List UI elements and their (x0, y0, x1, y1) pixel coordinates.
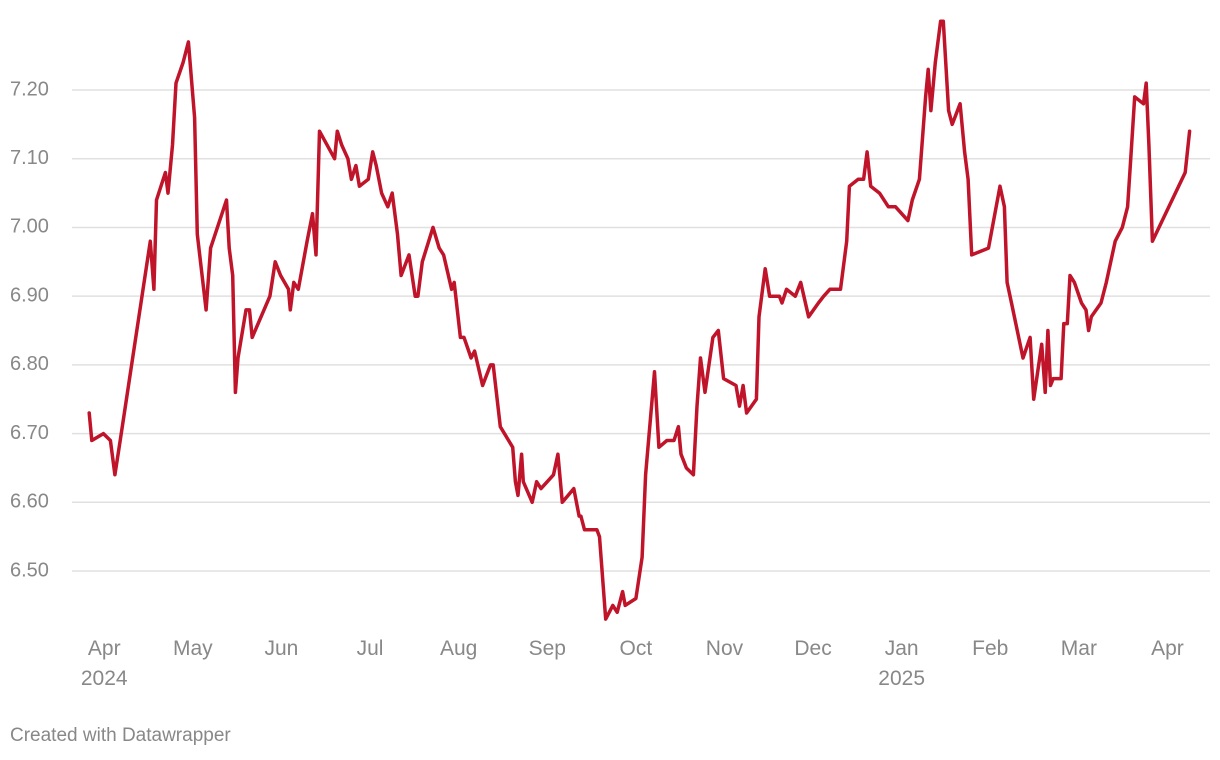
x-tick-label: Oct (619, 637, 653, 660)
x-tick-label: Feb (972, 637, 1009, 660)
x-tick-label: Jan 2025 (878, 637, 926, 690)
y-tick-label: 7.10 (10, 147, 49, 169)
x-tick-label: Nov (705, 637, 744, 660)
y-tick-label: 6.60 (10, 491, 49, 513)
x-tick-label: May (172, 637, 213, 660)
x-tick-label: Aug (439, 637, 478, 660)
y-tick-label: 7.20 (10, 78, 49, 100)
data-line (87, 19, 1192, 621)
x-tick-label: Sep (528, 637, 566, 660)
x-tick-label: Dec (794, 637, 832, 660)
x-tick-label: Apr 2024 (80, 637, 128, 690)
x-tick-label: Apr (1151, 637, 1184, 660)
y-tick-label: 6.50 (10, 559, 49, 581)
x-tick-label: Jul (356, 637, 384, 660)
y-tick-label: 7.00 (10, 216, 49, 238)
source-note: Created with Datawrapper (10, 725, 231, 746)
x-tick-label: Jun (264, 637, 299, 660)
y-tick-label: 6.90 (10, 284, 49, 306)
y-tick-label: 6.70 (10, 422, 49, 444)
x-tick-label: Mar (1060, 637, 1097, 660)
y-tick-label: 6.80 (10, 353, 49, 375)
